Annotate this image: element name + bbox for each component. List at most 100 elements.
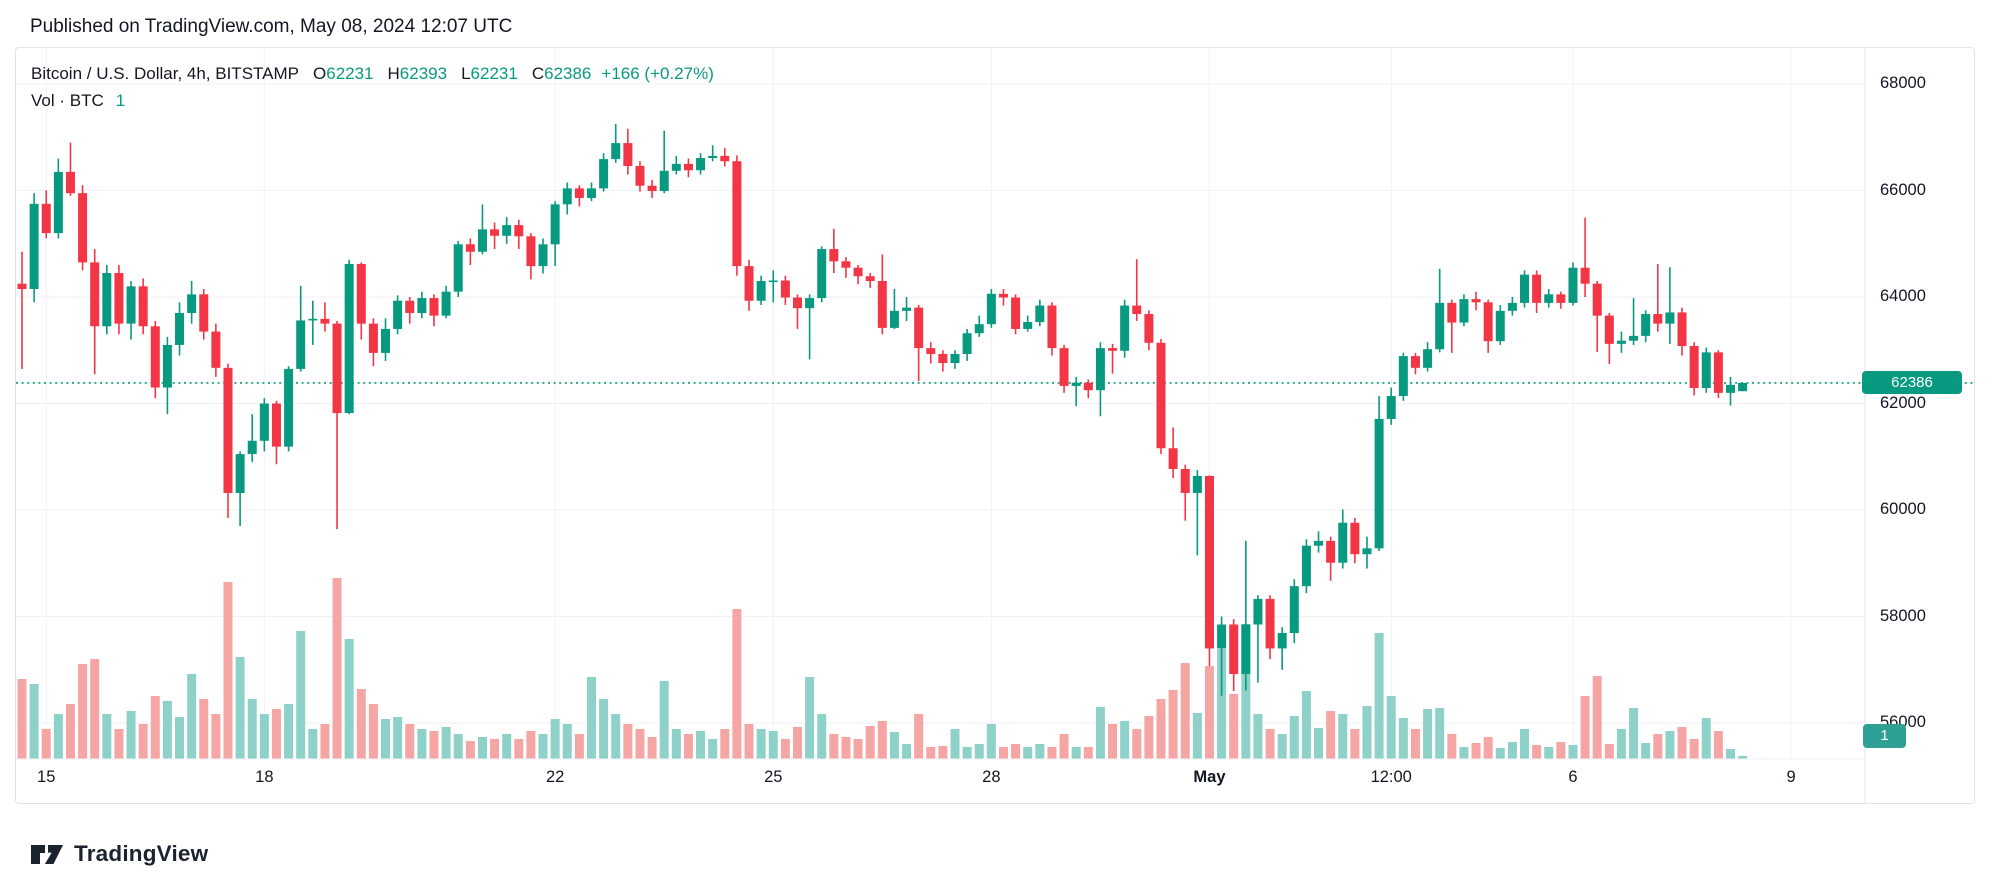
volume-legend-row[interactable]: Vol · BTC 1 — [31, 87, 714, 114]
footer-brand[interactable]: TradingView — [30, 840, 208, 868]
candle-body — [53, 171, 63, 234]
time-axis-label: 25 — [764, 768, 783, 786]
volume-bar — [708, 739, 718, 759]
candle-body — [284, 368, 294, 447]
volume-bar — [78, 664, 88, 759]
candle-body — [635, 166, 645, 186]
chart-legend: Bitcoin / U.S. Dollar, 4h, BITSTAMP O 622… — [31, 60, 714, 114]
candle-body — [187, 294, 197, 313]
gridlines — [16, 48, 1865, 759]
volume-bar — [1277, 734, 1287, 759]
candle-body — [1483, 302, 1493, 342]
volume-bar — [1132, 729, 1142, 759]
candle-body — [986, 293, 996, 325]
time-axis-label: 18 — [255, 768, 274, 786]
time-axis-label: 28 — [982, 768, 1001, 786]
ohlc-low-letter: L — [461, 64, 471, 83]
volume-bar — [817, 714, 827, 759]
price-axis-label: 62000 — [1880, 393, 1926, 412]
volume-bar — [768, 731, 778, 759]
volume-bar — [526, 731, 536, 759]
time-axis-label: 15 — [37, 768, 56, 786]
volume-bar — [1156, 699, 1166, 759]
volume-bar — [126, 711, 136, 759]
volume-bar — [1059, 734, 1069, 759]
candle-body — [17, 283, 27, 290]
volume-bar — [853, 739, 863, 759]
volume-bar — [284, 704, 294, 759]
volume-bar — [1616, 729, 1626, 759]
candle-body — [1544, 294, 1554, 303]
volume-bar — [974, 744, 984, 759]
ohlc-open-letter: O — [313, 64, 327, 83]
candle-body — [877, 281, 887, 328]
time-axis-label: 22 — [545, 768, 565, 786]
candle-body — [138, 286, 148, 327]
candle-body — [732, 161, 742, 267]
candle-body — [502, 225, 512, 236]
candle-body — [550, 204, 560, 245]
volume-bar — [574, 734, 584, 759]
candle-body — [102, 273, 112, 327]
candle-body — [562, 188, 572, 205]
volume-bar — [1641, 743, 1651, 759]
candle-body — [1253, 598, 1263, 625]
candle-body — [1035, 305, 1045, 323]
candle-body — [805, 298, 815, 309]
volume-bar — [187, 674, 197, 759]
candle-body — [938, 353, 948, 364]
candle-body — [368, 323, 378, 353]
candle-body — [1435, 302, 1445, 350]
candle-body — [1192, 475, 1202, 493]
tradingview-logo-text: TradingView — [74, 841, 209, 866]
volume-bar — [223, 582, 233, 759]
volume-bar — [1095, 707, 1105, 759]
volume-bar — [696, 731, 706, 759]
volume-bar — [720, 729, 730, 759]
volume-bar — [1047, 747, 1057, 759]
price-axis-label: 64000 — [1880, 287, 1926, 305]
chart-canvas[interactable] — [16, 48, 1974, 803]
candle-body — [1556, 294, 1566, 303]
volume-bar — [90, 659, 100, 759]
volume-bar — [441, 727, 451, 759]
volume-bar — [1629, 708, 1639, 759]
volume-bar — [659, 681, 669, 759]
volume-bar — [889, 732, 899, 759]
candle-body — [1471, 299, 1481, 303]
candle-body — [926, 348, 936, 354]
candle-body — [853, 267, 863, 277]
candle-body — [247, 440, 257, 455]
volume-bar — [1410, 729, 1420, 759]
candle-body — [647, 185, 657, 192]
volume-bar — [1725, 749, 1735, 759]
volume-bar — [586, 677, 596, 759]
candle-body — [1677, 312, 1687, 346]
volume-bar — [1023, 747, 1033, 759]
candle-body — [1011, 297, 1021, 329]
candle-body — [792, 297, 802, 309]
volume-bar — [865, 726, 875, 759]
symbol-legend-row[interactable]: Bitcoin / U.S. Dollar, 4h, BITSTAMP O 622… — [31, 60, 714, 87]
candle-body — [417, 298, 427, 313]
candle-body — [150, 326, 160, 388]
volume-bar — [1398, 718, 1408, 759]
candle-body — [235, 454, 245, 493]
volume-bar — [756, 729, 766, 759]
candle-body — [659, 170, 669, 192]
volume-bar — [490, 739, 500, 759]
candle-body — [1520, 274, 1530, 303]
volume-bar — [1423, 709, 1433, 759]
candle-body — [1604, 315, 1614, 344]
ohlc-high-letter: H — [387, 64, 400, 83]
candle-body — [1241, 624, 1251, 675]
volume-bar — [465, 741, 475, 759]
candle-body — [708, 155, 718, 159]
volume-bar — [1689, 739, 1699, 759]
volume-bar — [356, 689, 366, 759]
candle-body — [65, 171, 75, 194]
candle-body — [974, 324, 984, 334]
volume-bar — [1120, 721, 1130, 759]
candle-body — [1132, 305, 1142, 315]
